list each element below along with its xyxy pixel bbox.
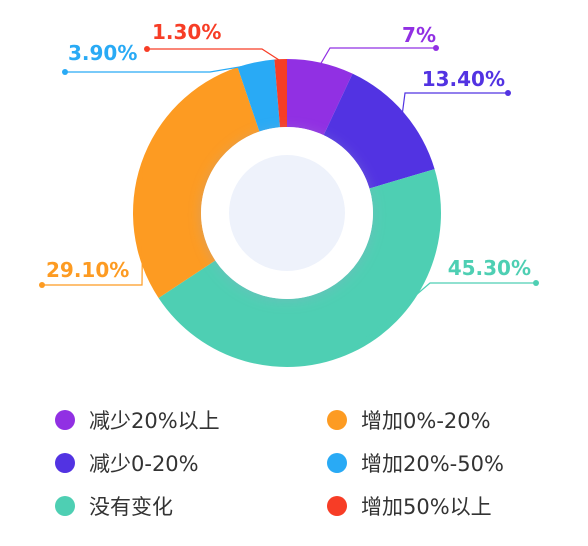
leader-dot-increase-20-50 — [62, 69, 68, 75]
value-label-no-change: 45.30% — [448, 256, 531, 280]
slice-increase-0-20[interactable] — [132, 67, 260, 298]
leader-line-no-change — [350, 282, 536, 352]
value-label-increase-0-20: 29.10% — [46, 258, 129, 282]
leader-line-decrease-20-plus — [319, 47, 436, 65]
leader-line-decrease-0-20 — [401, 92, 508, 114]
value-label-decrease-0-20: 13.40% — [422, 67, 505, 91]
leader-dot-decrease-20-plus — [433, 45, 439, 51]
leader-dot-increase-0-20 — [39, 282, 45, 288]
leader-line-increase-0-20 — [42, 163, 144, 286]
leader-line-increase-50-plus — [147, 48, 282, 62]
slice-decrease-0-20[interactable] — [323, 73, 435, 189]
leader-dot-no-change — [533, 280, 539, 286]
value-label-decrease-20-plus: 7% — [402, 23, 436, 47]
slice-no-change[interactable] — [158, 169, 442, 367]
leader-dot-increase-50-plus — [144, 46, 150, 52]
value-label-increase-50-plus: 1.30% — [152, 20, 221, 44]
leader-dot-decrease-0-20 — [505, 90, 511, 96]
donut-center — [229, 155, 345, 271]
slice-decrease-20-plus[interactable] — [287, 59, 353, 136]
slice-increase-50-plus[interactable] — [274, 59, 287, 128]
slice-increase-20-50[interactable] — [237, 59, 280, 132]
value-label-increase-20-50: 3.90% — [68, 41, 137, 65]
leader-line-increase-20-50 — [65, 63, 257, 73]
